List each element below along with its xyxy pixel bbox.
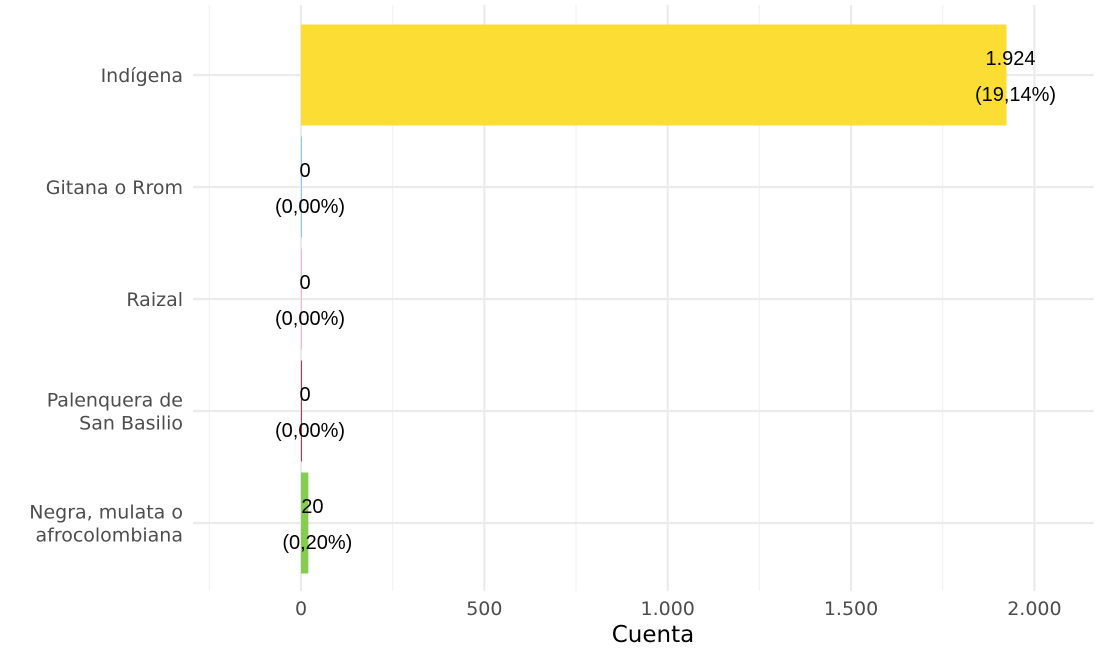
bar — [301, 24, 1007, 126]
bar — [301, 248, 302, 350]
bar-value-label: 20 — [301, 496, 323, 518]
bar-percent-label: (0,00%) — [275, 308, 345, 330]
x-axis-title: Cuenta — [612, 622, 694, 648]
x-tick-label: 500 — [466, 598, 502, 620]
y-axis-ticks: Indígena Gitana o Rrom Raizal Palenquera de… — [29, 65, 183, 547]
y-tick-label: Negra, mulata o — [29, 502, 183, 524]
x-tick-label: 1.000 — [640, 598, 694, 620]
data-labels: 1.924 (19,14%) 0 (0,00%) 0 (0,00%) 0 (0,00%) 20 (… — [275, 48, 1056, 554]
bar-value-label: 0 — [299, 160, 310, 182]
bar-value-label: 1.924 — [985, 48, 1035, 70]
x-tick-label: 2.000 — [1007, 598, 1061, 620]
bar-percent-label: (0,20%) — [282, 532, 352, 554]
bar-percent-label: (0,00%) — [275, 196, 345, 218]
x-axis-ticks: 0 500 1.000 1.500 2.000 — [295, 598, 1062, 620]
y-tick-label: Indígena — [101, 65, 183, 87]
y-tick-label: San Basilio — [79, 413, 183, 435]
y-tick-label: Palenquera de — [47, 390, 183, 412]
bar — [301, 136, 302, 238]
x-tick-label: 0 — [295, 598, 307, 620]
bars — [301, 24, 1007, 574]
x-tick-label: 1.500 — [824, 598, 878, 620]
bar — [301, 360, 302, 462]
bar — [301, 472, 309, 574]
y-tick-label: Gitana o Rrom — [46, 177, 183, 199]
bar-value-label: 0 — [299, 384, 310, 406]
bar-percent-label: (0,00%) — [275, 420, 345, 442]
bar-percent-label: (19,14%) — [975, 84, 1056, 106]
y-tick-label: afrocolombiana — [35, 525, 183, 547]
bar-value-label: 0 — [299, 272, 310, 294]
y-tick-label: Raizal — [126, 289, 183, 311]
